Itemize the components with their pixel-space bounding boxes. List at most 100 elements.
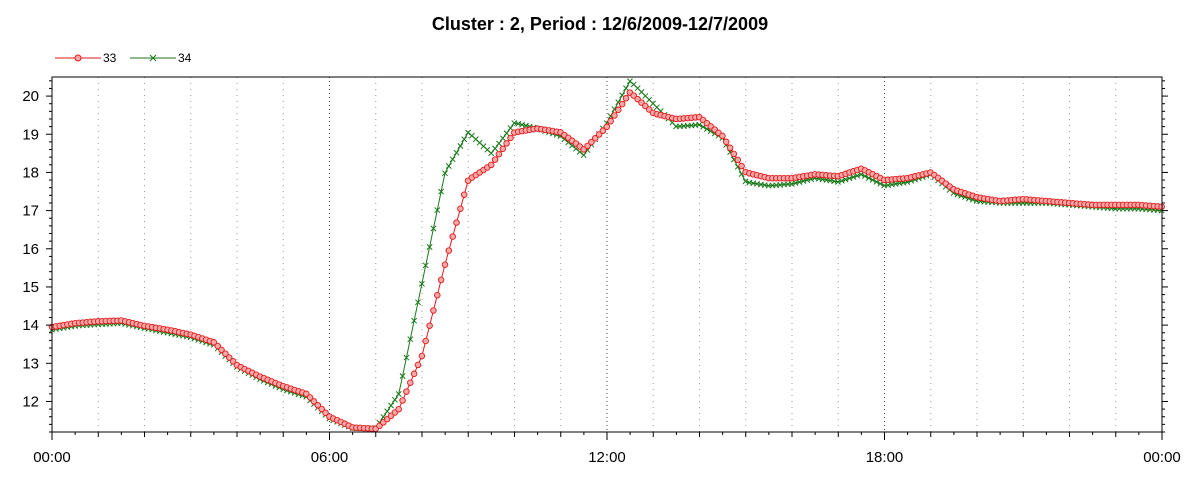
data-point-33 <box>434 291 441 299</box>
data-point-33 <box>414 361 422 369</box>
data-point-33 <box>722 138 730 146</box>
data-point-34 <box>395 391 402 397</box>
data-point-34 <box>422 262 429 269</box>
data-point-34 <box>503 130 510 137</box>
data-point-33 <box>449 233 456 240</box>
data-point-33 <box>507 134 514 142</box>
data-point-33 <box>503 140 510 147</box>
y-tick-label: 12 <box>22 393 39 410</box>
data-point-33 <box>418 352 426 360</box>
data-point-34 <box>499 135 506 142</box>
data-point-34 <box>399 373 406 379</box>
data-point-34 <box>457 143 464 149</box>
data-point-33 <box>603 123 611 131</box>
data-point-33 <box>422 337 429 345</box>
data-point-33 <box>738 162 745 170</box>
data-point-34 <box>492 145 499 152</box>
data-point-34 <box>430 225 437 232</box>
data-point-34 <box>445 163 452 169</box>
data-point-34 <box>580 152 587 159</box>
y-tick-label: 14 <box>22 317 39 334</box>
x-tick-label: 00:00 <box>33 449 71 466</box>
data-point-33 <box>453 219 460 226</box>
y-tick-label: 19 <box>22 126 39 143</box>
data-point-33 <box>430 307 437 314</box>
data-point-33 <box>426 322 433 329</box>
data-point-33 <box>403 388 410 395</box>
data-point-33 <box>229 358 237 365</box>
data-point-34 <box>453 149 460 156</box>
data-point-33 <box>634 95 641 103</box>
axes: 00:00 06:00 12:00 18:00 00:00 12 13 14 15 16 17 18 1… <box>22 80 1181 466</box>
data-point-33 <box>322 409 329 417</box>
data-point-33 <box>210 339 218 346</box>
data-point-33 <box>719 132 726 140</box>
y-tick-label: 15 <box>22 279 39 296</box>
data-point-33 <box>595 131 603 138</box>
data-point-33 <box>726 144 734 152</box>
data-point-34 <box>415 299 421 306</box>
data-point-34 <box>403 354 410 361</box>
data-point-33 <box>734 156 742 164</box>
data-point-34 <box>434 207 441 214</box>
data-point-33 <box>607 117 614 125</box>
data-point-33 <box>584 142 591 150</box>
y-tick-label: 16 <box>22 241 39 258</box>
data-point-33 <box>615 106 622 114</box>
data-point-33 <box>460 191 468 198</box>
data-point-33 <box>306 394 314 401</box>
data-point-34 <box>696 121 703 128</box>
data-point-33 <box>599 127 607 134</box>
data-point-34 <box>838 177 845 184</box>
data-point-34 <box>742 178 749 185</box>
legend-label-34: 34 <box>178 51 192 65</box>
data-point-34 <box>507 125 514 132</box>
data-point-33 <box>630 92 637 99</box>
data-point-33 <box>611 112 618 119</box>
data-point-33 <box>445 247 453 254</box>
data-point-34 <box>411 317 418 324</box>
data-point-34 <box>407 336 414 343</box>
data-point-33 <box>499 145 507 153</box>
data-point-33 <box>318 405 325 413</box>
data-point-33 <box>310 398 318 405</box>
data-point-34 <box>842 176 849 183</box>
data-point-33 <box>588 138 595 146</box>
data-point-34 <box>461 136 468 143</box>
data-point-34 <box>388 402 394 409</box>
y-tick-label: 13 <box>22 355 39 372</box>
data-point-34 <box>846 175 853 182</box>
plot-frame <box>51 76 1163 433</box>
data-point-34 <box>426 244 433 250</box>
y-tick-label: 17 <box>22 203 39 220</box>
data-point-33 <box>618 100 626 108</box>
y-tick-label: 20 <box>22 88 39 105</box>
data-point-34 <box>850 174 857 180</box>
grid-lines <box>97 77 1117 432</box>
data-point-33 <box>399 397 406 404</box>
data-point-33 <box>437 276 445 284</box>
legend-line-34-icon <box>130 54 176 62</box>
series-layer <box>48 78 1165 433</box>
data-point-33 <box>730 150 738 158</box>
data-point-34 <box>854 172 861 179</box>
series-line-33 <box>51 91 1162 430</box>
data-point-34 <box>442 170 448 177</box>
data-point-34 <box>438 188 445 195</box>
data-point-34 <box>391 396 398 403</box>
data-point-33 <box>314 401 322 409</box>
x-tick-label: 06:00 <box>311 449 349 466</box>
data-point-33 <box>214 342 221 350</box>
data-point-34 <box>449 156 456 163</box>
data-point-33 <box>622 95 630 102</box>
data-point-33 <box>491 156 499 163</box>
data-point-33 <box>457 205 464 212</box>
x-tick-label: 12:00 <box>588 449 626 466</box>
series-33 <box>48 89 1165 433</box>
data-point-33 <box>222 350 229 357</box>
x-tick-label: 00:00 <box>1143 449 1181 466</box>
data-point-34 <box>418 280 425 287</box>
data-point-33 <box>591 135 599 142</box>
data-point-33 <box>303 390 310 398</box>
chart-title: Cluster : 2, Period : 12/6/2009-12/7/200… <box>431 14 769 34</box>
